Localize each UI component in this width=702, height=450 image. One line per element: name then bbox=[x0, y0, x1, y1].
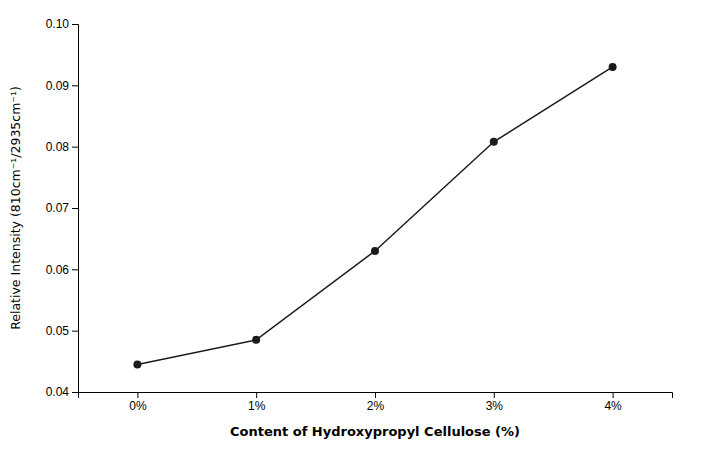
y-tick: 0.09 bbox=[46, 79, 78, 93]
y-tick-label: 0.06 bbox=[46, 263, 70, 277]
y-tick-label: 0.04 bbox=[46, 385, 70, 399]
data-point bbox=[133, 360, 141, 368]
y-tick-mark bbox=[72, 208, 78, 209]
x-axis-line bbox=[79, 393, 673, 399]
y-axis-line bbox=[72, 25, 79, 393]
x-tick-label: 2% bbox=[367, 399, 385, 413]
x-axis-title: Content of Hydroxypropyl Cellulose (%) bbox=[230, 424, 520, 439]
y-axis: 0.04 0.05 0.06 0.07 0.08 0.09 0.10 bbox=[46, 17, 79, 399]
y-tick: 0.06 bbox=[46, 263, 78, 277]
x-tick-label: 4% bbox=[604, 399, 622, 413]
y-tick-mark bbox=[72, 392, 78, 393]
plot-area bbox=[133, 63, 616, 368]
x-axis: 0% 1% 2% 3% 4% bbox=[79, 392, 673, 413]
y-tick-label: 0.05 bbox=[46, 324, 70, 338]
y-tick-label: 0.09 bbox=[46, 79, 70, 93]
y-tick-mark bbox=[72, 24, 78, 25]
x-tick: 3% bbox=[486, 392, 504, 413]
y-tick: 0.10 bbox=[46, 17, 78, 31]
x-tick-mark bbox=[375, 392, 376, 398]
x-tick: 1% bbox=[248, 392, 266, 413]
x-tick: 2% bbox=[367, 392, 385, 413]
x-tick-label: 0% bbox=[129, 399, 147, 413]
data-point bbox=[252, 336, 260, 344]
data-point bbox=[490, 138, 498, 146]
y-tick-mark bbox=[72, 269, 78, 270]
x-tick-mark bbox=[137, 392, 138, 398]
x-tick-label: 3% bbox=[486, 399, 504, 413]
x-tick-mark bbox=[494, 392, 495, 398]
y-tick-mark bbox=[72, 147, 78, 148]
x-tick-mark bbox=[256, 392, 257, 398]
y-tick: 0.08 bbox=[46, 140, 78, 154]
y-tick: 0.07 bbox=[46, 201, 78, 215]
y-tick: 0.04 bbox=[46, 385, 78, 399]
y-tick: 0.05 bbox=[46, 324, 78, 338]
y-axis-title: Relative Intensity (810cm⁻¹/2935cm⁻¹) bbox=[8, 86, 23, 330]
chart-svg: 0% 1% 2% 3% 4% 0.04 0.05 0.06 0.07 0.08 0.09 0.10 Co… bbox=[0, 0, 702, 450]
data-point bbox=[609, 63, 617, 71]
x-tick: 0% bbox=[129, 392, 147, 413]
y-tick-label: 0.07 bbox=[46, 201, 70, 215]
x-tick-mark bbox=[613, 392, 614, 398]
y-tick-label: 0.10 bbox=[46, 17, 70, 31]
y-tick-label: 0.08 bbox=[46, 140, 70, 154]
y-tick-mark bbox=[72, 85, 78, 86]
data-line bbox=[137, 67, 612, 364]
x-tick: 4% bbox=[604, 392, 622, 413]
data-point bbox=[371, 247, 379, 255]
x-tick-label: 1% bbox=[248, 399, 266, 413]
plot-root: 0% 1% 2% 3% 4% 0.04 0.05 0.06 0.07 0.08 0.09 0.10 bbox=[46, 17, 673, 412]
y-tick-mark bbox=[72, 331, 78, 332]
